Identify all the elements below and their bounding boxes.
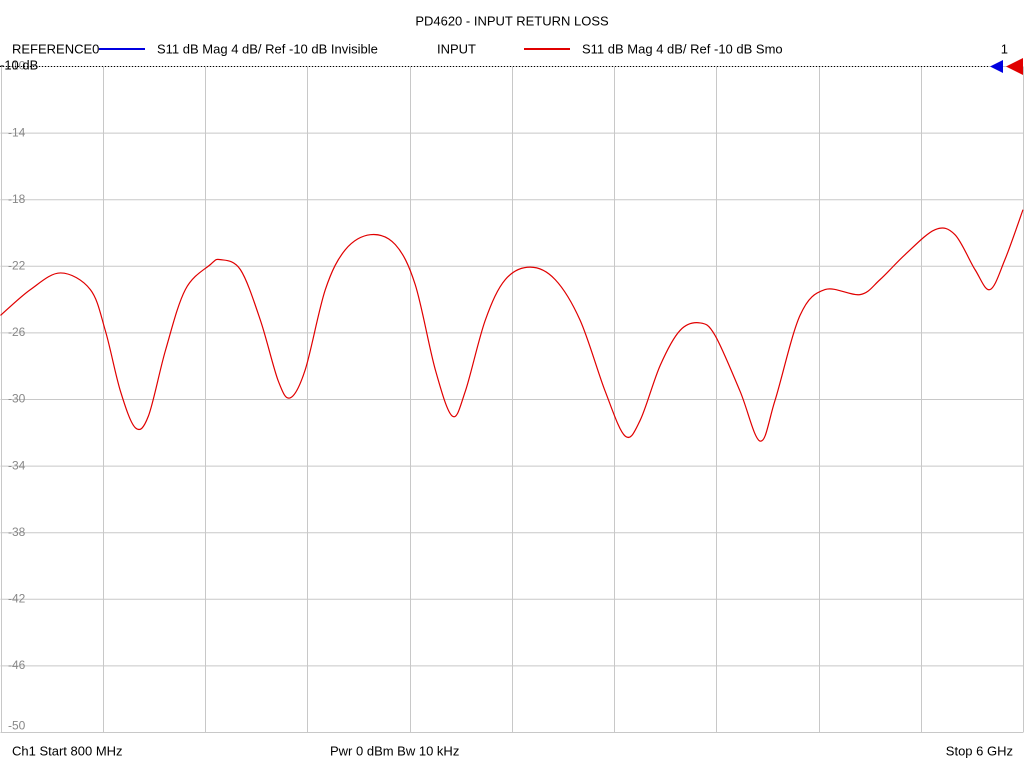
footer-start: Ch1 Start 800 MHz (12, 743, 123, 758)
reference-marker (990, 60, 1003, 73)
y-tick-label: -22 (8, 258, 26, 272)
trace-line (0, 209, 1024, 442)
reference-marker (1006, 58, 1023, 75)
y-tick-label: -18 (8, 192, 26, 206)
legend-trace: S11 dB Mag 4 dB/ Ref -10 dB Invisible (157, 41, 378, 56)
y-tick-label: -26 (8, 325, 26, 339)
legend-trace: S11 dB Mag 4 dB/ Ref -10 dB Smo (582, 41, 783, 56)
y-tick-label: -46 (8, 658, 26, 672)
y-tick-label: -10 (8, 59, 26, 73)
y-tick-label: -30 (8, 392, 26, 406)
legend-name: REFERENCE0 (12, 41, 99, 56)
y-tick-label: -42 (8, 591, 26, 605)
y-tick-label: -38 (8, 525, 26, 539)
y-tick-label: -50 (8, 719, 26, 733)
y-tick-label: -34 (8, 458, 26, 472)
footer-power: Pwr 0 dBm Bw 10 kHz (330, 743, 459, 758)
reference-label: -10 dB (0, 57, 38, 72)
y-tick-label: -14 (8, 125, 26, 139)
chart-title: PD4620 - INPUT RETURN LOSS (415, 13, 609, 28)
channel-number: 1 (1001, 41, 1008, 56)
legend-name: INPUT (437, 41, 476, 56)
footer-stop: Stop 6 GHz (946, 743, 1013, 758)
plot-area: -10 -14 -18 -22 -26 -30 -34 -38 -42 -46 -50 (0, 59, 1024, 733)
